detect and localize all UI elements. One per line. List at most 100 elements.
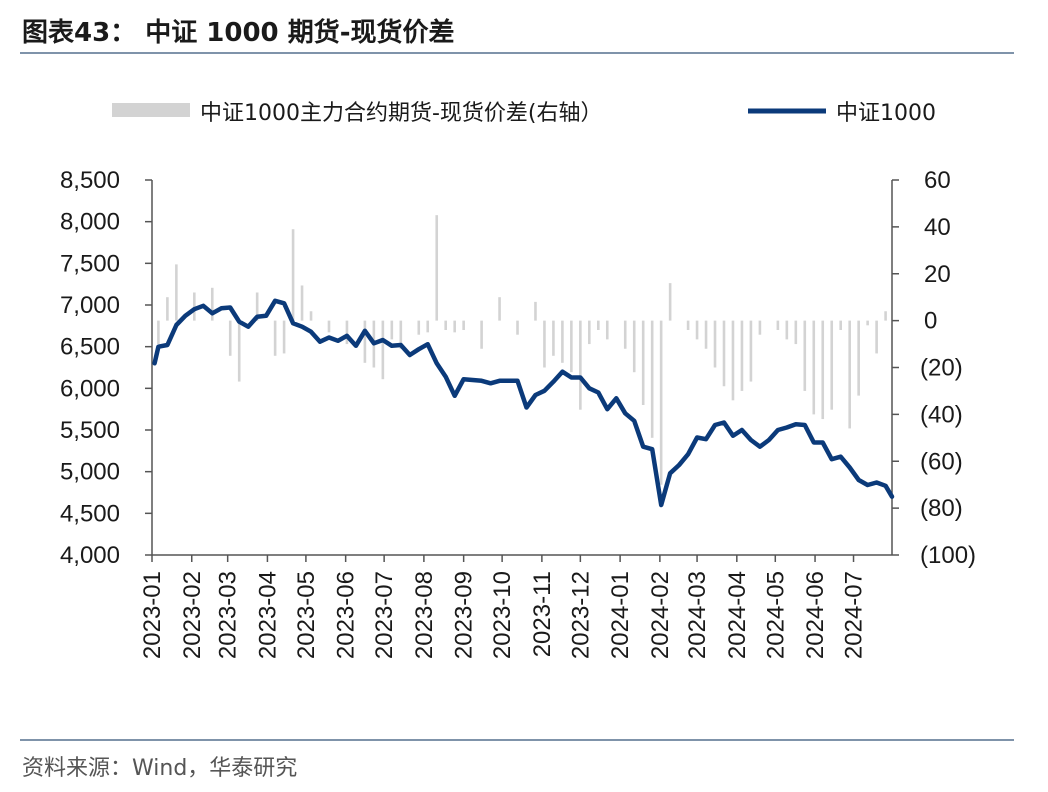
spread-bar-15: [363, 320, 367, 363]
spread-bar-57: [812, 320, 816, 415]
spread-bar-46: [704, 320, 708, 349]
spread-bar-5: [228, 320, 232, 356]
spread-bar-50: [740, 320, 744, 391]
figure-title: 图表43： 中证 1000 期货-现货价差: [22, 18, 455, 48]
spread-bar-11: [300, 285, 304, 321]
right-tick-label: (100): [920, 542, 976, 569]
x-tick-label: 2023-08: [411, 571, 438, 659]
x-tick-label: 2023-12: [567, 571, 594, 659]
spread-bar-47: [713, 320, 717, 368]
spread-bar-44: [686, 320, 690, 330]
x-tick-label: 2023-03: [215, 571, 242, 659]
spread-bar-36: [597, 320, 600, 330]
x-tick-label: 2023-02: [179, 571, 206, 659]
x-tick-label: 2023-10: [489, 571, 516, 659]
right-tick-label: (60): [920, 448, 963, 475]
right-tick-label: (80): [920, 495, 963, 522]
spread-bar-12: [309, 311, 313, 321]
spread-bar-20: [417, 320, 421, 335]
spread-bar-48: [722, 320, 726, 387]
spread-bar-0: [157, 320, 160, 345]
csi1000-line: [152, 298, 895, 508]
spread-bar-42: [659, 320, 663, 485]
spread-bar-25: [462, 320, 465, 330]
spread-bar-51: [749, 320, 753, 382]
spread-bar-18: [390, 320, 394, 340]
spread-bar-61: [848, 320, 851, 429]
spread-bar-21: [426, 320, 430, 333]
bottom-rule: [20, 739, 1014, 741]
spread-bar-30: [543, 320, 546, 368]
left-tick-label: 6,000: [60, 375, 120, 402]
spread-bar-23: [444, 320, 447, 330]
spread-bar-58: [821, 320, 825, 420]
spread-bar-10: [291, 229, 295, 321]
spread-bar-28: [516, 320, 519, 335]
x-tick-label: 2024-06: [802, 571, 829, 659]
left-tick-label: 7,500: [60, 250, 120, 277]
spread-bar-8: [273, 320, 277, 356]
left-tick-label: 5,000: [60, 459, 120, 486]
x-tick-label: 2023-06: [333, 571, 360, 659]
x-tick-label: 2024-03: [684, 571, 711, 659]
right-tick-label: 60: [924, 167, 951, 194]
x-tick-label: 2023-01: [139, 571, 166, 659]
x-tick-label: 2024-07: [841, 571, 868, 659]
spread-bar-52: [758, 320, 762, 335]
left-tick-label: 8,500: [60, 167, 120, 194]
spread-bar-38: [623, 320, 627, 349]
legend-label-spread: 中证1000主力合约期货-现货价差(右轴）: [200, 101, 603, 126]
spread-bar-19: [399, 320, 403, 349]
spread-bar-53: [776, 320, 780, 330]
x-tick-label: 2023-09: [451, 571, 478, 659]
spread-bar-39: [632, 320, 636, 373]
left-tick-label: 7,000: [60, 292, 120, 319]
spread-bar-13: [327, 320, 331, 333]
spread-bar-27: [498, 297, 501, 321]
spread-bar-7: [255, 292, 259, 321]
spread-bar-9: [282, 320, 286, 354]
spread-bar-62: [857, 320, 860, 396]
legend-label-csi1000: 中证1000: [836, 101, 936, 126]
spread-bars: [157, 215, 887, 485]
spread-bar-26: [480, 320, 483, 349]
left-tick-label: 4,500: [60, 500, 120, 527]
axes: 4,000 4,500 5,000 5,500 6,000 6,500 7,000 7,500…: [60, 167, 976, 659]
right-tick-label: (40): [920, 401, 963, 428]
top-rule: [20, 52, 1014, 54]
left-tick-label: 6,500: [60, 334, 120, 361]
spread-bar-41: [650, 320, 654, 438]
x-tick-label: 2023-07: [371, 571, 398, 659]
left-tick-label: 4,000: [60, 542, 120, 569]
spread-bar-43: [668, 283, 672, 321]
spread-bar-33: [570, 320, 573, 373]
x-tick-label: 2024-01: [607, 571, 634, 659]
spread-bar-2: [175, 264, 178, 321]
legend-swatch-spread: [112, 103, 190, 117]
spread-bar-3: [193, 292, 196, 321]
right-tick-label: (20): [920, 355, 963, 382]
spread-bar-45: [695, 320, 699, 340]
spread-bar-54: [785, 320, 789, 340]
right-tick-label: 20: [924, 261, 951, 288]
spread-bar-32: [561, 320, 564, 363]
csi1000-line-layer: [152, 298, 895, 508]
spread-bar-49: [731, 320, 735, 401]
x-tick-label: 2023-04: [254, 571, 281, 659]
spread-bar-29: [534, 301, 537, 321]
spread-bar-4: [210, 287, 214, 321]
spread-bar-1: [166, 297, 169, 321]
spread-bar-6: [237, 320, 241, 382]
spread-bar-14: [345, 320, 349, 345]
spread-bar-65: [884, 311, 887, 321]
left-tick-label: 5,500: [60, 417, 120, 444]
x-tick-label: 2023-05: [293, 571, 320, 659]
left-tick-label: 8,000: [60, 209, 120, 236]
spread-bar-63: [866, 320, 869, 326]
spread-bar-24: [453, 320, 456, 333]
x-tick-label: 2024-02: [647, 571, 674, 659]
x-tick-label: 2024-05: [762, 571, 789, 659]
spread-bar-55: [794, 320, 798, 345]
x-tick-label: 2023-11: [529, 571, 556, 657]
